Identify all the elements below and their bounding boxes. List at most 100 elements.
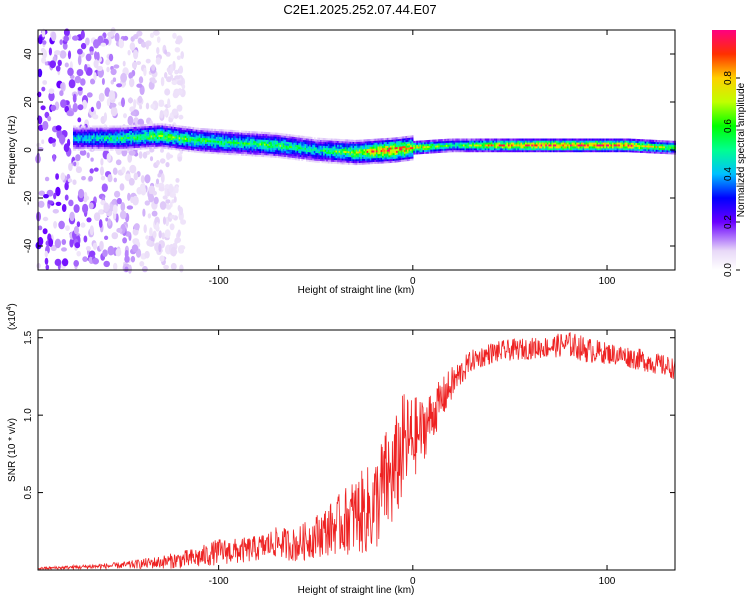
spectrogram-ridge-cell <box>338 148 341 151</box>
spectrogram-ridge-cell <box>660 149 662 152</box>
spectrogram-noise-cell <box>166 154 174 159</box>
spectrogram-ridge-cell <box>402 142 405 145</box>
spectrogram-ridge-cell <box>337 160 339 163</box>
spectrogram-ridge-cell <box>223 150 226 153</box>
spectrogram-ridge-cell <box>633 140 636 143</box>
spectrogram-ridge-cell <box>570 148 572 151</box>
spectrogram-x-ticks: -100 0 100 <box>209 30 616 287</box>
spectrogram-ridge-cell <box>229 147 232 150</box>
spectrogram-noise-cell <box>164 88 171 96</box>
spectrogram-ridge-cell <box>543 146 546 149</box>
spectrogram-ridge-cell <box>484 140 487 143</box>
spectrogram-ridge-cell <box>130 142 133 145</box>
spectrogram-ridge-cell <box>114 146 117 149</box>
spectrogram-ridge-cell <box>262 137 265 140</box>
spectrogram-ridge-cell <box>156 136 159 139</box>
spectrogram-ridge-cell <box>195 150 198 153</box>
spectrogram-ridge-cell <box>163 144 165 147</box>
spectrogram-ridge-cell <box>164 125 167 128</box>
spectrogram-ridge-cell <box>243 132 246 135</box>
spectrogram-ridge-cell <box>110 131 112 134</box>
spectrogram-ridge-cell <box>76 139 78 142</box>
spectrogram-ridge-cell <box>407 135 409 138</box>
spectrogram-ridge-cell <box>340 156 342 159</box>
spectrogram-ridge-cell <box>152 129 154 132</box>
spectrogram-ridge-cell <box>184 141 187 144</box>
spectrogram-ridge-cell <box>86 135 89 138</box>
spectrogram-ridge-cell <box>220 138 223 141</box>
spectrogram-ridge-cell <box>431 151 434 154</box>
spectrogram-ridge-cell <box>192 148 195 151</box>
spectrogram-ridge-cell <box>581 144 583 147</box>
spectrogram-ridge-cell <box>236 139 238 142</box>
spectrogram-ridge-cell <box>644 143 647 146</box>
spectrogram-noise-cell <box>48 88 55 94</box>
spectrogram-ridge-cell <box>495 142 498 145</box>
spectrogram-ridge-cell <box>178 136 181 140</box>
spectrogram-ridge-cell <box>278 154 280 157</box>
spectrogram-ridge-cell <box>596 148 599 151</box>
spectrogram-ridge-cell <box>484 144 487 147</box>
spectrogram-ridge-cell <box>334 142 336 145</box>
spectrogram-ridge-cell <box>605 140 608 143</box>
spectrogram-noise-cell <box>148 185 156 195</box>
spectrogram-ridge-cell <box>76 142 78 145</box>
spectrogram-ridge-cell <box>644 147 647 150</box>
spectrogram-ridge-cell <box>661 146 664 149</box>
spectrogram-ridge-cell <box>444 144 447 147</box>
spectrogram-noise-cell <box>89 250 96 258</box>
spectrogram-ridge-cell <box>327 157 330 160</box>
spectrogram-ridge-cell <box>253 140 255 144</box>
spectrogram-ridge-cell <box>233 135 235 138</box>
spectrogram-ridge-cell <box>650 143 653 146</box>
spectrogram-ridge-cell <box>83 135 86 138</box>
spectrogram-ridge-cell <box>119 148 122 151</box>
spectrogram-ridge-cell <box>391 158 394 161</box>
spectrogram-ridge-cell <box>127 130 130 134</box>
spectrogram-ridge-cell <box>113 127 116 130</box>
spectrogram-ridge-cell <box>287 149 290 152</box>
spectrogram-ridge-cell <box>554 142 557 145</box>
spectrogram-ridge-cell <box>152 123 154 126</box>
spectrogram-ridge-cell <box>657 145 659 148</box>
spectrogram-ridge-cell <box>539 144 541 147</box>
spectrogram-ridge-cell <box>375 148 378 151</box>
snr-y-label: SNR (10 * v/v) <box>7 418 18 482</box>
spectrogram-ridge-cell <box>321 155 324 158</box>
spectrogram-ridge-cell <box>152 125 154 128</box>
spectrogram-ridge-cell <box>344 148 347 152</box>
spectrogram-ridge-cell <box>596 150 599 153</box>
spectrogram-ridge-cell <box>452 144 454 147</box>
spectrogram-ridge-cell <box>602 144 605 147</box>
spectrogram-ridge-cell <box>175 132 178 135</box>
spectrogram-ridge-cell <box>118 129 120 132</box>
spectrogram-ridge-cell <box>274 140 277 143</box>
spectrogram-ridge-cell <box>191 148 193 151</box>
spectrogram-ridge-cell <box>298 141 300 144</box>
spectrogram-ridge-cell <box>299 145 302 148</box>
spectrogram-ridge-cell <box>396 150 398 153</box>
spectrogram-ridge-cell <box>439 150 442 153</box>
spectrogram-ridge-cell <box>548 138 551 141</box>
spectrogram-ridge-cell <box>343 160 346 163</box>
spectrogram-ridge-cell <box>257 154 260 157</box>
spectrogram-ridge-cell <box>664 142 667 145</box>
spectrogram-ridge-cell <box>346 145 349 148</box>
spectrogram-ridge-cell <box>128 130 131 133</box>
spectrogram-ridge-cell <box>187 132 190 135</box>
spectrogram-noise-cell <box>75 166 82 174</box>
spectrogram-ridge-cell <box>557 140 560 143</box>
spectrogram-ridge-cell <box>82 146 85 149</box>
spectrogram-ridge-cell <box>410 147 412 150</box>
spectrogram-ridge-cell <box>433 139 436 142</box>
spectrogram-ridge-cell <box>94 140 97 144</box>
spectrogram-ridge-cell <box>163 142 165 145</box>
spectrogram-ridge-cell <box>348 141 350 144</box>
spectrogram-ridge-cell <box>623 150 625 153</box>
spectrogram-ridge-cell <box>640 146 642 149</box>
spectrogram-ridge-cell <box>431 139 434 142</box>
spectrogram-ridge-cell <box>337 158 339 161</box>
spectrogram-ridge-cell <box>125 129 128 132</box>
spectrogram-ridge-cell <box>450 148 453 151</box>
spectrogram-ridge-cell <box>133 136 136 139</box>
